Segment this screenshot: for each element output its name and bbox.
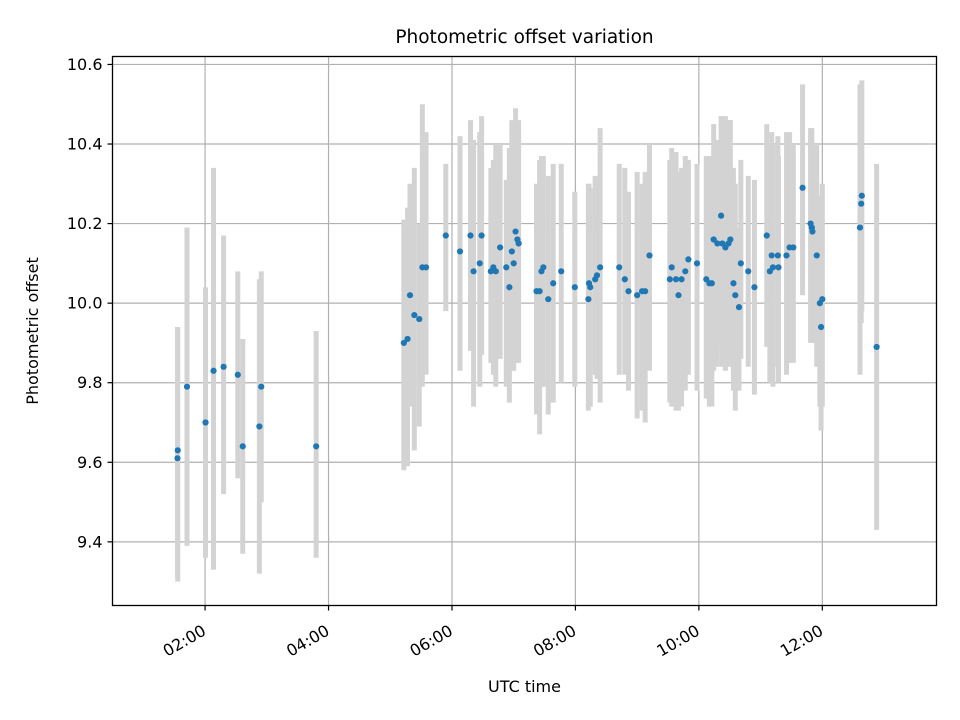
data-point	[646, 252, 653, 259]
data-points	[174, 184, 880, 462]
chart-title: Photometric offset variation	[395, 27, 653, 48]
data-point	[735, 304, 743, 311]
data-point	[858, 200, 865, 207]
y-grid	[112, 63, 937, 543]
data-point	[470, 268, 477, 275]
data-point	[672, 276, 680, 283]
data-point	[666, 276, 673, 283]
data-point	[732, 292, 739, 299]
data-point	[239, 443, 246, 450]
data-point	[775, 264, 782, 271]
data-point	[411, 311, 418, 319]
data-point	[799, 184, 806, 191]
data-point	[406, 292, 414, 299]
data-point	[497, 244, 504, 251]
data-point	[210, 367, 217, 374]
data-point	[682, 268, 689, 275]
data-point	[710, 236, 717, 243]
data-point	[616, 264, 623, 271]
data-point	[817, 323, 825, 331]
data-point	[422, 264, 430, 271]
data-point	[751, 284, 758, 291]
data-point	[856, 224, 864, 231]
x-axis-label: UTC time	[488, 677, 561, 696]
data-point	[717, 212, 725, 219]
data-point	[183, 383, 191, 390]
y-tick-label: 10.0	[67, 294, 103, 313]
data-point	[675, 292, 682, 299]
data-point	[258, 383, 265, 390]
data-point	[404, 335, 411, 343]
data-point	[512, 228, 519, 235]
data-point	[508, 248, 515, 255]
data-point	[714, 240, 721, 247]
data-point	[769, 264, 777, 271]
data-point	[515, 240, 522, 247]
data-point	[708, 280, 715, 287]
data-point	[174, 455, 181, 462]
data-point	[819, 296, 826, 303]
data-point	[678, 276, 685, 283]
data-point	[558, 268, 565, 275]
data-point	[693, 260, 701, 267]
data-point	[685, 256, 692, 263]
data-point	[873, 343, 880, 351]
data-point	[585, 296, 592, 303]
y-tick-label: 9.4	[77, 532, 102, 551]
data-point	[174, 447, 181, 454]
data-point	[506, 284, 513, 291]
plot-frame	[111, 55, 938, 607]
data-point	[745, 268, 752, 275]
data-point	[593, 272, 601, 279]
data-point	[313, 443, 320, 450]
data-point	[550, 280, 557, 287]
data-point	[774, 252, 781, 259]
data-point	[540, 264, 547, 271]
y-tick-label: 10.6	[67, 55, 103, 74]
data-point	[634, 292, 641, 299]
data-point	[783, 252, 790, 259]
data-point	[503, 264, 510, 271]
data-point	[202, 419, 209, 426]
data-point	[727, 236, 734, 243]
y-tick-label: 9.6	[77, 453, 102, 472]
data-point	[476, 260, 483, 267]
data-point	[625, 288, 632, 295]
data-point	[737, 260, 744, 267]
data-point	[571, 284, 578, 291]
data-point	[858, 192, 865, 199]
data-point	[597, 264, 604, 271]
data-point	[668, 264, 675, 271]
data-point	[234, 371, 241, 378]
y-tick-label: 9.8	[77, 373, 102, 392]
data-point	[478, 232, 485, 239]
data-point	[456, 248, 464, 255]
data-point	[763, 232, 770, 239]
data-point	[768, 252, 775, 259]
data-point	[545, 296, 552, 303]
data-point	[400, 339, 407, 347]
data-point	[467, 232, 474, 239]
y-axis-ticks: 9.4 9.6 9.8 10.0 10.2 10.4 10.6	[67, 55, 113, 551]
data-point	[416, 315, 423, 323]
data-point	[220, 363, 227, 370]
data-point	[510, 260, 517, 267]
y-tick-label: 10.2	[67, 214, 103, 233]
data-point	[790, 244, 797, 251]
data-point	[730, 280, 737, 287]
data-point	[536, 288, 543, 295]
data-point	[813, 252, 820, 259]
data-point	[809, 228, 816, 235]
data-point	[587, 284, 594, 291]
data-point	[442, 232, 449, 239]
data-point	[642, 288, 649, 295]
data-point	[256, 423, 263, 430]
y-axis-label: Photometric offset	[23, 257, 42, 405]
data-point	[492, 268, 499, 275]
data-point	[621, 276, 628, 283]
y-tick-label: 10.4	[67, 135, 103, 154]
